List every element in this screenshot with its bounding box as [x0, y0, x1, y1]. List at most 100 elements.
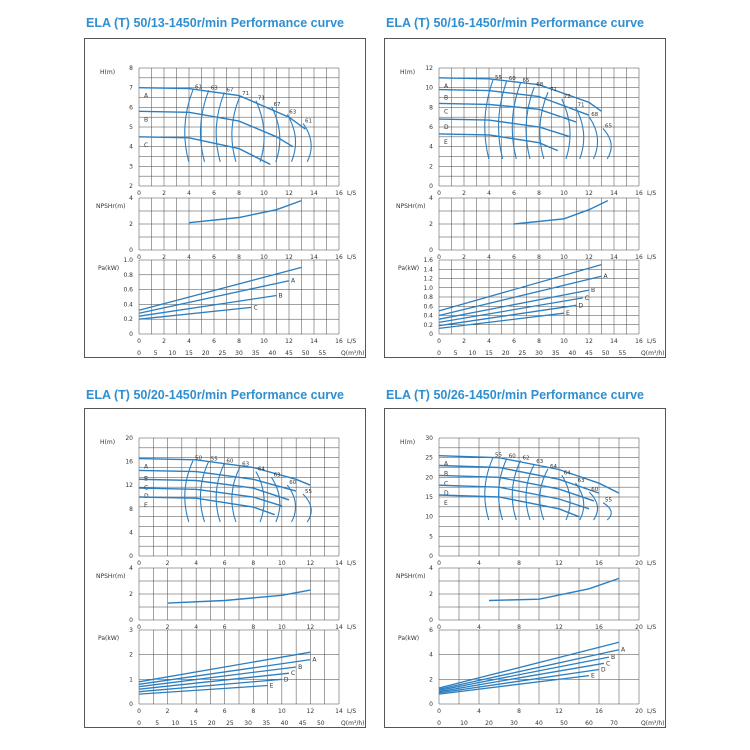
- flow-tick-label: 45: [585, 350, 593, 357]
- curve-label: C: [291, 670, 295, 677]
- flow-tick-label: 25: [226, 720, 234, 727]
- flow-tick-label: 10: [460, 720, 468, 727]
- efficiency-curve: [199, 461, 210, 523]
- curve-label: E: [144, 502, 148, 509]
- x-tick-label: 0: [137, 708, 141, 715]
- flow-tick-label: 10: [172, 720, 180, 727]
- x-tick-label: 8: [537, 254, 541, 261]
- y-tick-label: 0: [129, 553, 133, 560]
- flow-tick-label: 50: [317, 720, 325, 727]
- x-tick-label: 4: [477, 560, 481, 567]
- x-tick-label: 2: [462, 190, 466, 197]
- x-unit-label: L/S: [647, 624, 656, 631]
- power-curve: [438, 656, 610, 692]
- x-tick-label: 16: [635, 338, 643, 345]
- efficiency-label: 72: [564, 94, 571, 100]
- head-curve-e: [138, 496, 275, 516]
- y-tick-label: 4: [429, 565, 433, 572]
- x-tick-label: 12: [555, 624, 563, 631]
- flow-tick-label: 20: [202, 350, 210, 357]
- flow-tick-label: 50: [302, 350, 310, 357]
- npsh-axis-label: NPSHr(m): [96, 203, 125, 210]
- efficiency-label: 63: [274, 473, 281, 479]
- flow-tick-label: 45: [299, 720, 307, 727]
- x-tick-label: 10: [278, 560, 286, 567]
- x-tick-label: 4: [194, 624, 198, 631]
- x-tick-label: 4: [487, 338, 491, 345]
- flow-tick-label: 20: [502, 350, 510, 357]
- power-curve: [138, 266, 302, 311]
- efficiency-label: 63: [289, 109, 296, 115]
- efficiency-label: 71: [578, 102, 585, 108]
- power-curve: [438, 304, 577, 327]
- y-tick-label: 5: [429, 533, 433, 540]
- x-tick-label: 2: [462, 254, 466, 261]
- flow-tick-label: 30: [235, 350, 243, 357]
- x-tick-label: 8: [251, 708, 255, 715]
- efficiency-curve: [539, 91, 549, 160]
- flow-tick-label: 20: [485, 720, 493, 727]
- x-tick-label: 6: [223, 560, 227, 567]
- x-unit-label: L/S: [347, 338, 356, 345]
- efficiency-curve: [511, 82, 522, 160]
- head-curve-a: [138, 457, 311, 486]
- efficiency-curve: [498, 80, 508, 160]
- flow-tick-label: 40: [281, 720, 289, 727]
- x-unit-label: L/S: [347, 190, 356, 197]
- efficiency-curve: [231, 95, 241, 162]
- y-tick-label: 0.2: [123, 316, 133, 323]
- x-tick-label: 8: [251, 560, 255, 567]
- x-tick-label: 6: [212, 254, 216, 261]
- flow-tick-label: 0: [137, 720, 141, 727]
- efficiency-curve: [525, 86, 535, 160]
- flow-tick-label: 55: [619, 350, 627, 357]
- x-tick-label: 6: [512, 190, 516, 197]
- power-curve: [138, 658, 311, 685]
- x-tick-label: 4: [187, 254, 191, 261]
- x-tick-label: 20: [635, 708, 643, 715]
- curve-label: B: [279, 293, 283, 300]
- x-tick-label: 2: [162, 338, 166, 345]
- y-tick-label: 1.0: [123, 257, 133, 264]
- x-tick-label: 0: [137, 254, 141, 261]
- flow-tick-label: 20: [208, 720, 216, 727]
- efficiency-label: 65: [523, 78, 530, 84]
- y-tick-label: 2: [429, 591, 433, 598]
- y-tick-label: 0: [429, 331, 433, 338]
- flow-tick-label: 50: [560, 720, 568, 727]
- flow-tick-label: 15: [485, 350, 493, 357]
- flow-tick-label: 5: [454, 350, 458, 357]
- efficiency-curve: [575, 107, 585, 160]
- y-tick-label: 15: [425, 494, 433, 501]
- flow-tick-label: 30: [535, 350, 543, 357]
- head-curve-b: [138, 110, 294, 148]
- y-tick-label: 2: [129, 591, 133, 598]
- efficiency-label: 68: [591, 112, 598, 118]
- power-curve: [438, 263, 602, 312]
- y-tick-label: 0.8: [423, 294, 433, 301]
- x-tick-label: 0: [437, 560, 441, 567]
- x-tick-label: 14: [335, 560, 343, 567]
- efficiency-curve: [525, 463, 535, 521]
- flow-tick-label: 40: [569, 350, 577, 357]
- y-tick-label: 2: [129, 221, 133, 228]
- power-curve: [438, 641, 620, 689]
- x-tick-label: 12: [307, 708, 315, 715]
- x-tick-label: 6: [223, 708, 227, 715]
- efficiency-curve: [484, 79, 494, 160]
- y-tick-label: 4: [429, 144, 433, 151]
- x-tick-label: 12: [585, 190, 593, 197]
- efficiency-curve: [511, 460, 521, 521]
- y-tick-label: 16: [125, 459, 133, 466]
- x-unit-label: L/S: [647, 254, 656, 261]
- x-tick-label: 10: [260, 254, 268, 261]
- curve-label: A: [144, 464, 149, 471]
- x-tick-label: 2: [166, 624, 170, 631]
- y-tick-label: 0: [129, 247, 133, 254]
- y-tick-label: 0.6: [123, 287, 133, 294]
- x-tick-label: 16: [595, 708, 603, 715]
- y-tick-label: 4: [129, 565, 133, 572]
- x-tick-label: 10: [260, 338, 268, 345]
- curve-label: A: [621, 647, 626, 654]
- efficiency-curve: [255, 471, 265, 523]
